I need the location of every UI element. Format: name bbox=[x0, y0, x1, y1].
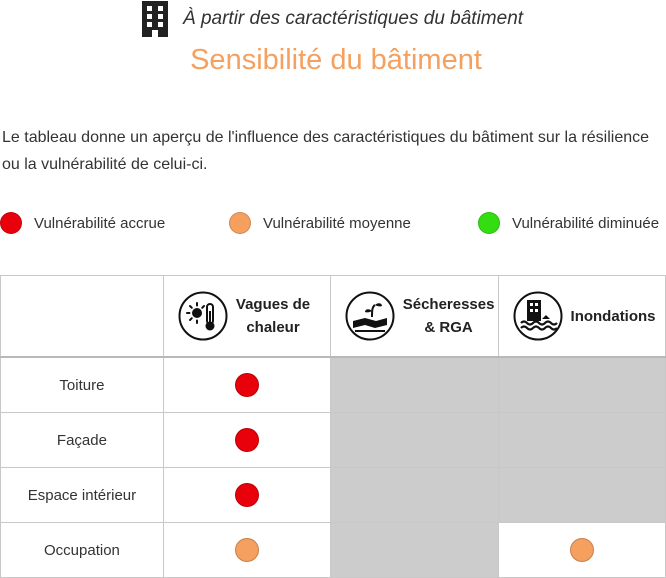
table-row: Espace intérieur bbox=[0, 467, 666, 523]
legend-dot-low bbox=[478, 212, 500, 234]
table-cell bbox=[162, 522, 331, 578]
page-subtitle: À partir des caractéristiques du bâtimen… bbox=[183, 8, 524, 29]
legend-label: Vulnérabilité diminuée bbox=[512, 214, 660, 232]
not-applicable-cell bbox=[329, 467, 499, 523]
vulnerability-medium-dot bbox=[234, 538, 259, 562]
legend-label: Vulnérabilité accrue bbox=[34, 214, 166, 232]
table-body: Toiture Façade Espace intérieur Occupation bbox=[0, 356, 666, 578]
table-cell bbox=[497, 522, 666, 578]
vulnerability-medium-dot bbox=[569, 538, 594, 562]
page-title: Sensibilité du bâtiment bbox=[190, 44, 482, 76]
legend-item-high: Vulnérabilité accrue bbox=[0, 212, 165, 234]
legend-item-medium: Vulnérabilité moyenne bbox=[229, 212, 411, 234]
table-cell bbox=[162, 356, 331, 413]
table-cell bbox=[162, 467, 331, 523]
row-label: Occupation bbox=[0, 522, 164, 578]
flood-icon bbox=[513, 291, 563, 341]
vulnerability-high-dot bbox=[234, 373, 259, 397]
legend: Vulnérabilité accrue Vulnérabilité moyen… bbox=[0, 212, 666, 240]
not-applicable-cell bbox=[497, 412, 666, 468]
column-label-line1: Vagues de bbox=[235, 296, 311, 313]
column-label-line1: Sécheresses bbox=[402, 296, 495, 313]
column-header-drought: Sécheresses & RGA bbox=[329, 275, 499, 358]
column-header-heatwaves: Vagues de chaleur bbox=[162, 275, 331, 358]
not-applicable-cell bbox=[329, 412, 499, 468]
column-header-floods: Inondations bbox=[497, 275, 666, 358]
vulnerability-high-dot bbox=[234, 483, 259, 507]
building-icon bbox=[142, 1, 168, 37]
legend-item-low: Vulnérabilité diminuée bbox=[478, 212, 659, 234]
table-corner-cell bbox=[0, 275, 164, 358]
legend-dot-high bbox=[0, 212, 22, 234]
drought-icon bbox=[345, 291, 395, 341]
vulnerability-high-dot bbox=[234, 428, 259, 452]
table-row: Façade bbox=[0, 412, 666, 468]
not-applicable-cell bbox=[329, 522, 499, 578]
table-row: Toiture bbox=[0, 356, 666, 413]
sensitivity-table: Vagues de chaleur Séch bbox=[0, 275, 666, 578]
not-applicable-cell bbox=[329, 356, 499, 413]
not-applicable-cell bbox=[497, 467, 666, 523]
row-label: Espace intérieur bbox=[0, 467, 164, 523]
row-label: Façade bbox=[0, 412, 164, 468]
column-label-line2: & RGA bbox=[424, 319, 473, 336]
legend-label: Vulnérabilité moyenne bbox=[263, 214, 411, 232]
subtitle-row: À partir des caractéristiques du bâtimen… bbox=[139, 0, 523, 38]
row-label: Toiture bbox=[0, 356, 164, 413]
legend-dot-medium bbox=[229, 212, 251, 234]
table-header-row: Vagues de chaleur Séch bbox=[0, 275, 666, 358]
table-cell bbox=[162, 412, 331, 468]
table-row: Occupation bbox=[0, 522, 666, 578]
column-label-line1: Inondations bbox=[570, 307, 656, 325]
intro-text: Le tableau donne un aperçu de l'influenc… bbox=[2, 129, 650, 173]
not-applicable-cell bbox=[497, 356, 666, 413]
sun-thermometer-icon bbox=[178, 291, 228, 341]
column-label-line2: chaleur bbox=[246, 319, 300, 336]
